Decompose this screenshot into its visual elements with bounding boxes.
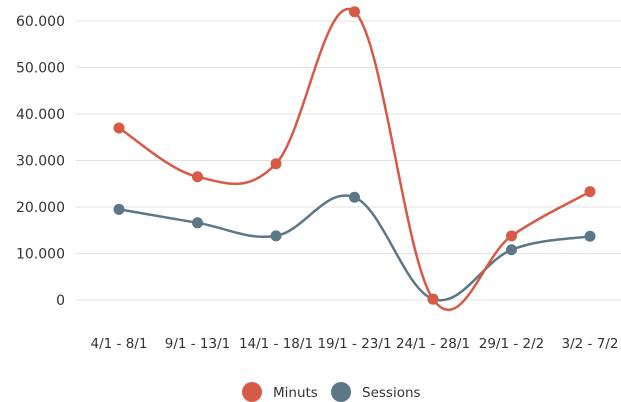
sessions-data-point[interactable] bbox=[506, 244, 517, 256]
minuts-data-point[interactable] bbox=[506, 230, 517, 242]
minuts-data-point[interactable] bbox=[192, 171, 203, 183]
sessions-data-point[interactable] bbox=[349, 191, 360, 203]
y-tick-label: 30.000 bbox=[16, 154, 65, 170]
minuts-data-point[interactable] bbox=[270, 158, 282, 170]
y-tick-label: 20.000 bbox=[16, 200, 65, 216]
sessions-data-point[interactable] bbox=[584, 230, 596, 242]
minuts-data-point[interactable] bbox=[427, 293, 439, 305]
sessions-data-point[interactable] bbox=[192, 217, 203, 229]
minuts-data-point[interactable] bbox=[584, 186, 596, 198]
legend-marker bbox=[242, 382, 262, 402]
sessions-data-point[interactable] bbox=[113, 203, 125, 215]
x-tick-label: 3/2 - 7/2 bbox=[562, 336, 619, 352]
sessions-series-line bbox=[118, 194, 591, 302]
y-tick-label: 10.000 bbox=[16, 247, 65, 263]
x-tick-label: 29/1 - 2/2 bbox=[479, 336, 545, 352]
legend-item-sessions[interactable]: Sessions bbox=[331, 382, 421, 402]
legend-marker bbox=[331, 382, 351, 402]
series-layer bbox=[113, 6, 596, 311]
y-tick-label: 40.000 bbox=[16, 107, 65, 123]
minuts-data-point[interactable] bbox=[349, 6, 360, 18]
y-tick-label: 60.000 bbox=[16, 14, 65, 30]
y-tick-label: 50.000 bbox=[16, 61, 65, 77]
legend-item-minuts[interactable]: Minuts bbox=[242, 382, 318, 402]
minuts-data-point[interactable] bbox=[113, 122, 125, 134]
legend: Minuts Sessions bbox=[242, 382, 421, 402]
legend-label: Sessions bbox=[362, 385, 421, 401]
x-tick-label: 14/1 - 18/1 bbox=[239, 336, 313, 352]
minuts-series-line bbox=[118, 7, 591, 311]
grid bbox=[76, 20, 621, 301]
x-tick-label: 19/1 - 23/1 bbox=[317, 336, 391, 352]
x-tick-label: 4/1 - 8/1 bbox=[91, 336, 148, 352]
x-tick-label: 9/1 - 13/1 bbox=[165, 336, 231, 352]
x-axis: 4/1 - 8/1 9/1 - 13/1 14/1 - 18/1 19/1 - 23/… bbox=[91, 336, 619, 352]
legend-label: Minuts bbox=[273, 385, 318, 401]
y-tick-label: 0 bbox=[56, 293, 65, 309]
sessions-data-point[interactable] bbox=[270, 230, 282, 242]
x-tick-label: 24/1 - 28/1 bbox=[396, 336, 470, 352]
y-axis: 0 10.000 20.000 30.000 40.000 50.000 60.000 bbox=[16, 14, 65, 309]
